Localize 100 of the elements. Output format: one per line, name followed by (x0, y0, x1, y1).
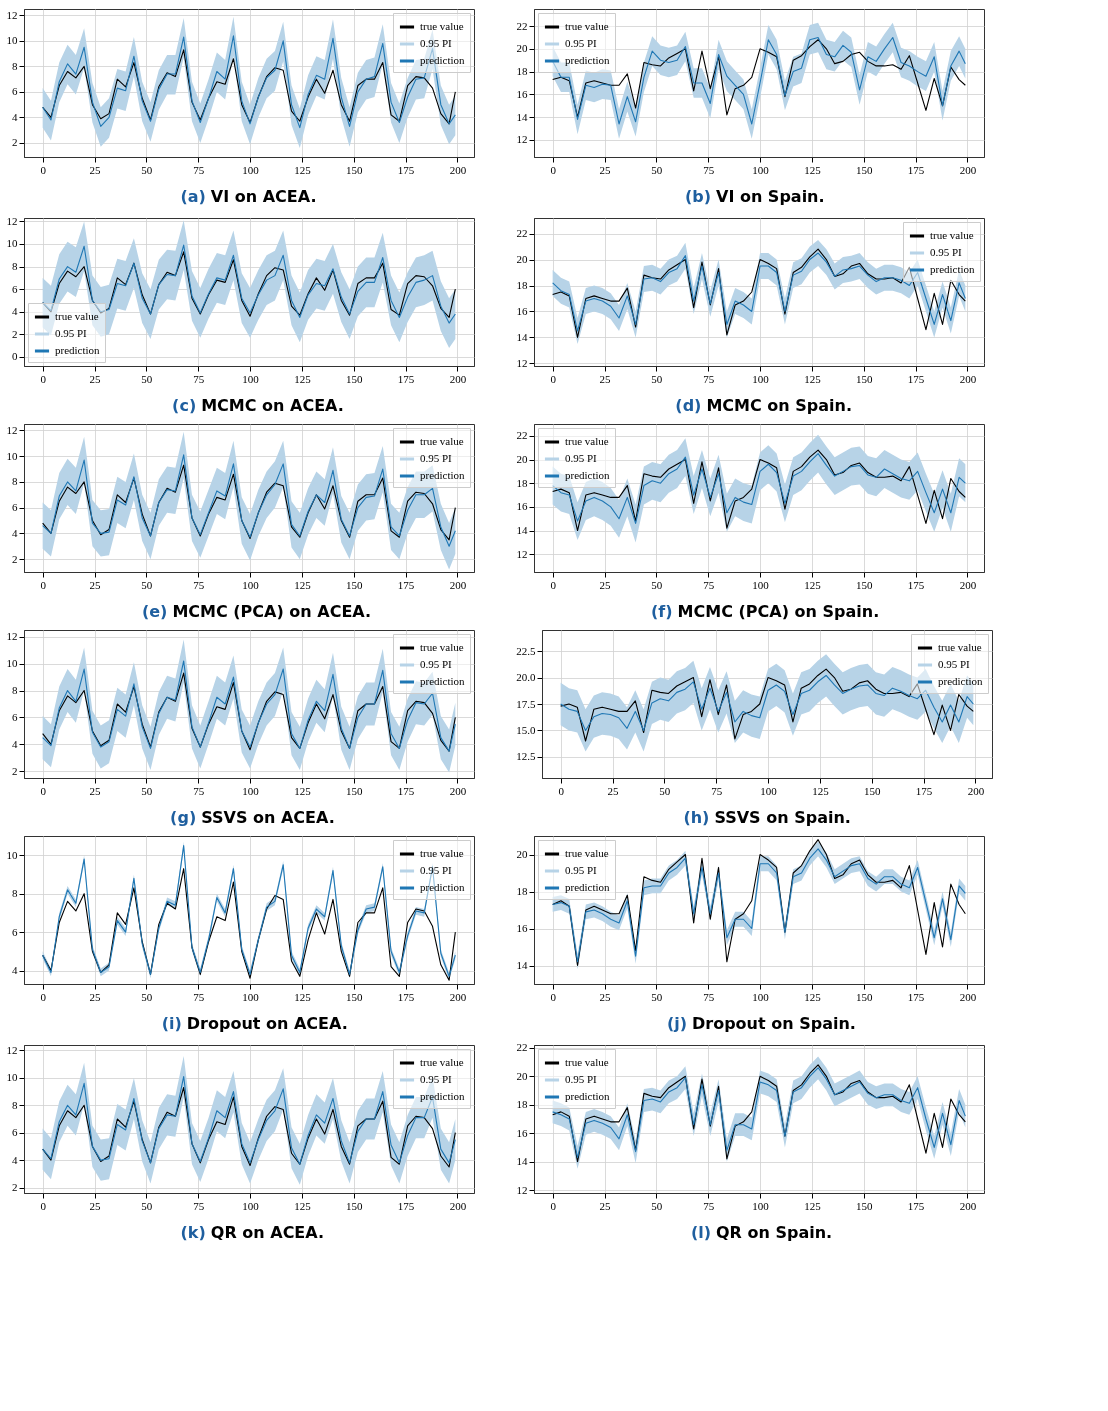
y-tick-label: 12 (516, 547, 528, 560)
x-tick-label: 100 (760, 784, 778, 797)
x-tick-label: 150 (855, 1199, 873, 1212)
y-tick-label: 12 (6, 8, 18, 21)
y-tick-label: 18 (516, 1098, 528, 1111)
x-tick-label: 175 (397, 990, 415, 1003)
x-tick-label: 75 (703, 372, 715, 385)
x-tick-label: 100 (242, 578, 260, 591)
y-tick-label: 22 (516, 227, 528, 240)
text: (j) Dropout on Spain. (666, 1014, 856, 1033)
x-tick-label: 200 (959, 372, 977, 385)
text: (i) Dropout on ACEA. (161, 1014, 348, 1033)
y-tick-label: 12 (516, 1183, 528, 1196)
text: (e) MCMC (PCA) on ACEA. (141, 602, 372, 621)
x-tick-label: 150 (863, 784, 881, 797)
x-tick-label: 125 (804, 372, 822, 385)
y-tick-label: 20 (516, 253, 528, 266)
y-tick-label: 22 (516, 19, 528, 32)
y-tick-label: 6 (12, 501, 18, 514)
x-tick-label: 0 (40, 990, 47, 1003)
x-tick-label: 50 (141, 1199, 153, 1212)
legend-label: prediction (938, 675, 984, 687)
x-tick-label: 200 (959, 990, 977, 1003)
x-tick-label: 25 (89, 784, 102, 797)
x-tick-label: 175 (397, 163, 415, 176)
text: (k) QR on ACEA. (180, 1223, 325, 1242)
text: (b) VI on Spain. (684, 187, 825, 206)
y-tick-label: 20 (516, 1069, 528, 1082)
y-tick-label: 14 (516, 959, 528, 971)
annotation: 0.95 PI (420, 658, 453, 670)
y-tick-label: 2 (12, 327, 18, 340)
x-tick-label: 25 (599, 578, 612, 591)
text: (f) MCMC (PCA) on Spain. (651, 602, 880, 621)
x-tick-label: 125 (294, 578, 312, 591)
x-tick-label: 50 (651, 372, 663, 385)
annotation: 0.95 PI (420, 37, 453, 49)
y-tick-label: 4 (12, 110, 18, 123)
legend-label: true value (565, 847, 609, 859)
y-tick-label: 2 (12, 136, 18, 149)
x-tick-label: 25 (89, 990, 102, 1003)
x-tick-label: 100 (242, 1199, 260, 1212)
x-tick-label: 25 (607, 784, 620, 797)
x-tick-label: 200 (449, 372, 467, 385)
legend-label: true value (565, 435, 609, 447)
y-tick-label: 2 (12, 552, 18, 565)
x-tick-label: 75 (193, 372, 205, 385)
y-tick-label: 14 (516, 1155, 528, 1168)
legend-label: prediction (565, 469, 611, 481)
x-tick-label: 175 (397, 784, 415, 797)
x-tick-label: 0 (40, 372, 47, 385)
x-tick-label: 200 (959, 163, 977, 176)
x-tick-label: 200 (959, 1199, 977, 1212)
y-tick-label: 12 (516, 356, 528, 369)
x-tick-label: 150 (855, 163, 873, 176)
x-tick-label: 100 (752, 990, 770, 1003)
x-tick-label: 25 (89, 1199, 102, 1212)
legend-label: prediction (565, 881, 611, 893)
x-tick-label: 75 (193, 578, 205, 591)
y-tick-label: 8 (12, 684, 18, 697)
annotation: 0.95 PI (938, 658, 971, 670)
x-tick-label: 125 (294, 784, 312, 797)
annotation: 0.95 PI (420, 1073, 453, 1085)
x-tick-label: 125 (294, 372, 312, 385)
x-tick-label: 75 (703, 578, 715, 591)
x-tick-label: 175 (907, 578, 925, 591)
annotation: 0.95 PI (565, 37, 598, 49)
x-tick-label: 25 (89, 163, 102, 176)
x-tick-label: 125 (804, 578, 822, 591)
y-tick-label: 10 (6, 449, 18, 462)
x-tick-label: 50 (141, 578, 153, 591)
x-tick-label: 0 (558, 784, 565, 797)
legend-label: prediction (420, 54, 466, 66)
y-tick-label: 18 (516, 279, 528, 292)
x-tick-label: 25 (599, 163, 612, 176)
y-tick-label: 20 (516, 848, 528, 860)
annotation: 0.95 PI (55, 327, 88, 339)
x-tick-label: 125 (294, 163, 312, 176)
x-tick-label: 200 (449, 1199, 467, 1212)
x-tick-label: 125 (804, 163, 822, 176)
x-tick-label: 0 (40, 784, 47, 797)
annotation: 0.95 PI (565, 864, 598, 876)
x-tick-label: 50 (651, 1199, 663, 1212)
legend-label: true value (420, 847, 464, 859)
x-tick-label: 125 (804, 1199, 822, 1212)
y-tick-label: 16 (516, 922, 528, 934)
y-tick-label: 8 (12, 475, 18, 488)
legend-label: prediction (420, 1090, 466, 1102)
x-tick-label: 25 (599, 990, 612, 1003)
x-tick-label: 75 (711, 784, 723, 797)
text: (a) VI on ACEA. (180, 187, 317, 206)
y-tick-label: 10 (6, 1071, 18, 1084)
y-tick-label: 4 (12, 964, 18, 977)
y-tick-label: 6 (12, 710, 18, 723)
x-tick-label: 0 (550, 578, 557, 591)
x-tick-label: 75 (193, 163, 205, 176)
x-tick-label: 25 (89, 578, 102, 591)
x-tick-label: 125 (812, 784, 830, 797)
y-tick-label: 8 (12, 260, 18, 273)
legend-label: prediction (420, 675, 466, 687)
y-tick-label: 22.5 (516, 644, 536, 657)
